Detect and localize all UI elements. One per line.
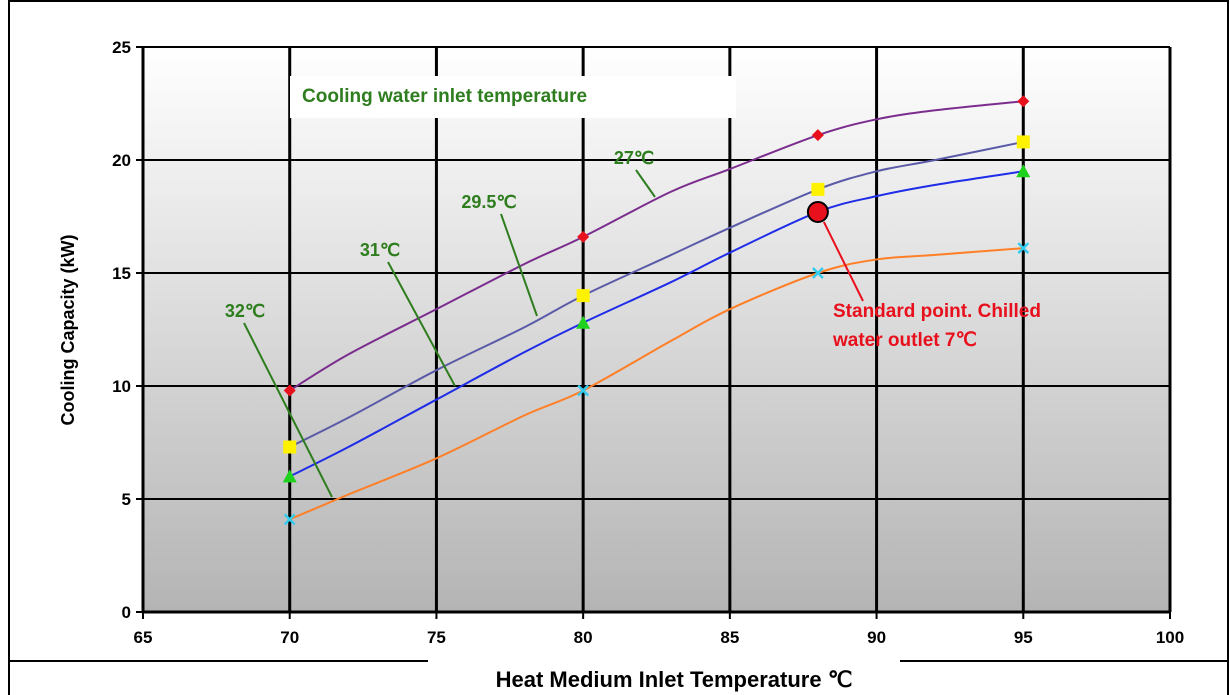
marker-stroke [283,513,296,526]
data-point-marker [282,469,297,483]
data-point-marker [283,440,297,454]
data-point-marker [576,315,591,329]
legend: Cooling water inlet temperature [290,76,736,118]
y-tick-label: 5 [122,490,131,509]
annotation-text-line2: water outlet 7℃ [832,330,977,351]
data-point-marker [283,513,296,526]
annotation-leader [822,221,864,302]
marker-stroke [1017,242,1030,255]
series-label-leader [243,322,333,498]
annotation-text-line1: Standard point. Chilled [833,301,1041,322]
series-label: 32℃ [225,301,265,321]
y-tick-label: 20 [112,151,131,170]
series-label-leader [500,213,538,317]
y-tick-label: 25 [112,38,131,57]
x-tick-label: 65 [134,628,153,647]
x-tick-label: 75 [427,628,446,647]
data-markers [282,95,1031,526]
series-label-leaders [243,169,656,498]
y-tick-label: 0 [122,603,131,622]
series-label: 29.5℃ [461,192,516,212]
data-point-marker [812,267,824,279]
y-tick-labels: 0 5 10 15 20 25 [112,38,131,622]
x-tick-label: 70 [280,628,299,647]
data-point-marker [1017,242,1030,255]
data-point-marker [811,182,825,196]
grid [143,46,1172,612]
plot-area [143,47,1170,612]
data-point-marker [1016,164,1031,178]
x-tick-labels: 65 70 75 80 85 90 95 100 [134,628,1185,647]
series-line [289,247,1024,521]
series-label-leader [635,169,656,198]
series-line [289,170,1024,478]
y-tick-label: 10 [112,377,131,396]
series-line [289,140,1024,448]
x-tick-label: 95 [1014,628,1033,647]
legend-box [290,76,736,118]
data-point-marker [577,384,590,397]
x-tick-label: 80 [574,628,593,647]
data-point-marker [283,384,296,397]
data-point-marker [811,129,824,142]
data-point-marker [577,230,590,243]
series-line [289,100,1024,392]
series-label-leader [387,261,456,387]
x-tick-label: 90 [867,628,886,647]
standard-point-marker [806,200,829,223]
series-labels: 27℃ 29.5℃ 31℃ 32℃ [225,148,654,321]
marker-stroke [577,384,590,397]
axes [136,46,1171,619]
x-tick-label: 100 [1156,628,1184,647]
series-lines [289,100,1024,521]
marker-stroke [812,267,824,279]
data-point-marker [1016,135,1030,149]
series-label: 27℃ [614,148,654,168]
y-tick-label: 15 [112,264,131,283]
x-axis-label: Heat Medium Inlet Temperature ℃ [496,667,853,692]
outer-border [8,0,1229,695]
legend-title: Cooling water inlet temperature [302,86,587,107]
series-label: 31℃ [360,240,400,260]
annotation: Standard point. Chilled water outlet 7℃ [806,200,1041,351]
x-tick-label: 85 [720,628,739,647]
data-point-marker [1017,95,1030,108]
y-axis-label: Cooling Capacity (kW) [58,234,78,425]
data-point-marker [576,289,590,303]
